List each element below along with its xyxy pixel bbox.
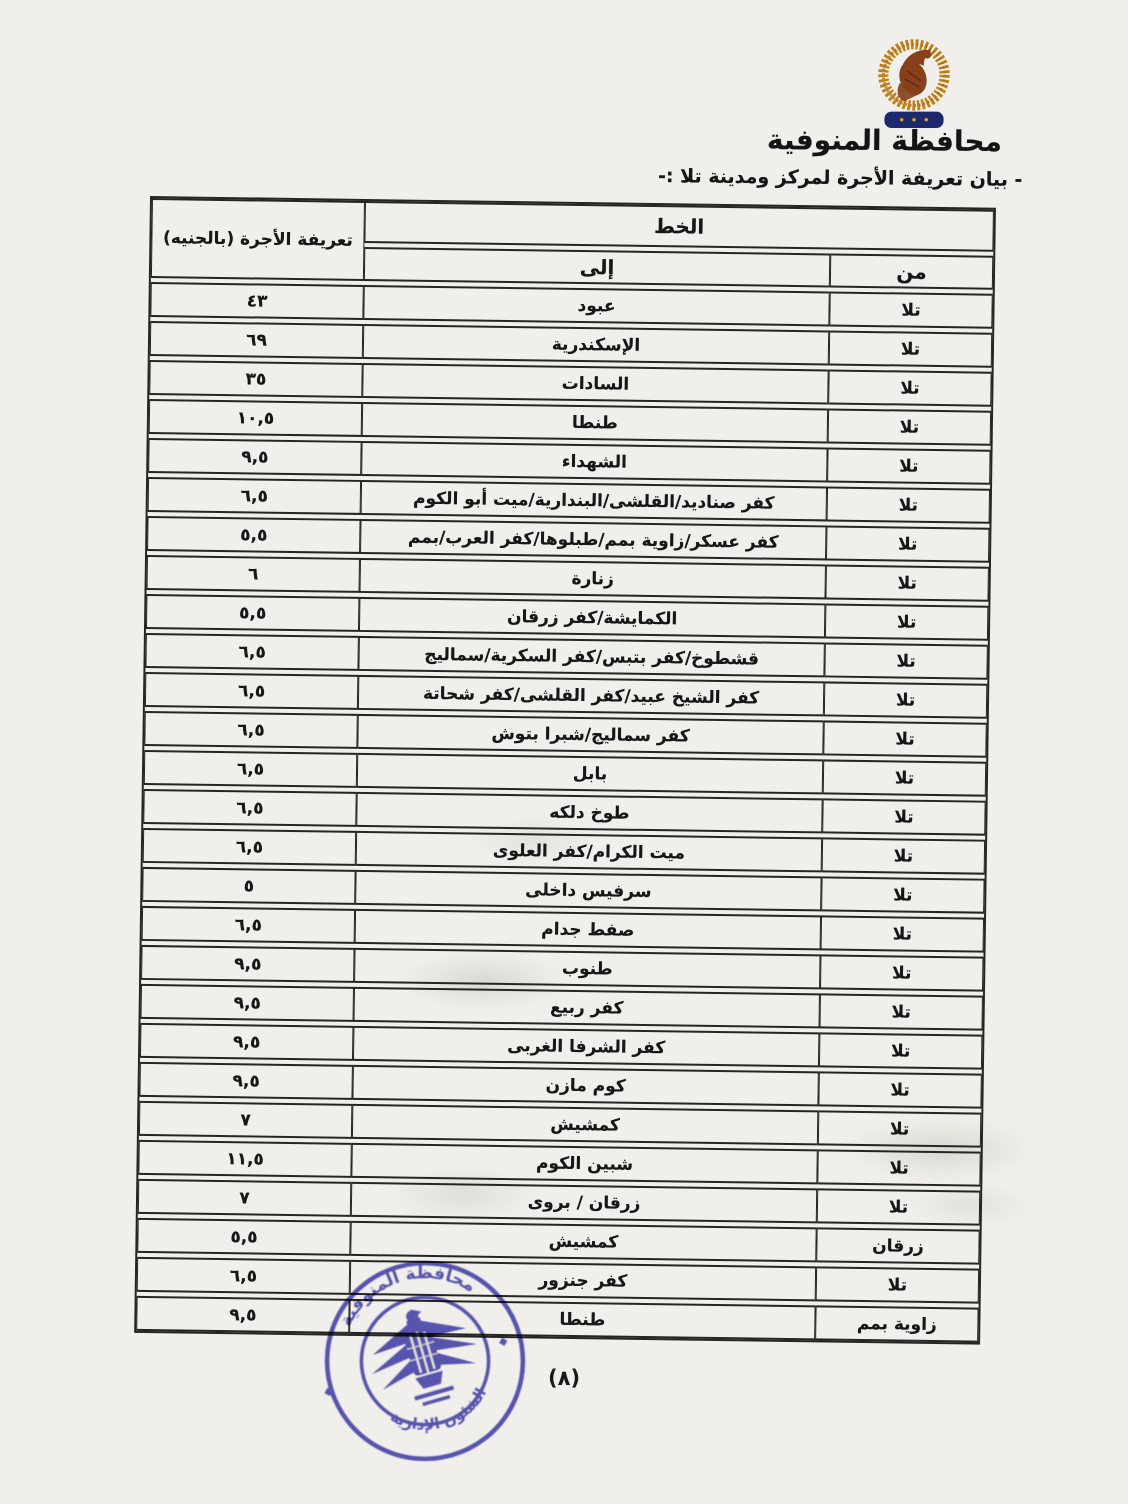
fare-table-container: الخط تعريفة الأجرة (بالجنيه) من إلى تلا … [134, 195, 996, 1345]
route-from-cell: تلا [820, 915, 985, 953]
route-to-cell: زنارة [359, 557, 826, 600]
route-from-cell: تلا [825, 564, 989, 602]
route-fare-cell: ٥ [142, 866, 356, 905]
route-from-cell: تلا [823, 720, 987, 758]
route-from-cell: تلا [828, 330, 993, 368]
route-to-cell: كوم مازن [352, 1064, 819, 1107]
route-to-cell: طنطا [349, 1298, 816, 1341]
route-from-cell: تلا [828, 369, 992, 407]
route-from-cell: تلا [822, 798, 986, 836]
route-fare-cell: ٦,٥ [143, 749, 358, 788]
route-to-cell: الشهداء [361, 440, 828, 483]
route-fare-cell: ٩,٥ [136, 1295, 350, 1334]
route-from-cell: تلا [821, 837, 986, 875]
header-from: من [829, 253, 994, 290]
route-fare-cell: ٩,٥ [140, 983, 355, 1022]
route-from-cell: تلا [823, 681, 988, 719]
route-to-cell: زرقان / بروى [350, 1181, 818, 1224]
route-from-cell: تلا [821, 876, 985, 914]
route-to-cell: طنوب [354, 947, 821, 990]
route-fare-cell: ٧ [138, 1100, 353, 1139]
route-fare-cell: ١١,٥ [138, 1139, 352, 1178]
route-fare-cell: ٦,٥ [143, 788, 357, 827]
route-fare-cell: ٦,٥ [145, 632, 359, 671]
route-to-cell: ميت الكرام/كفر العلوى [355, 830, 823, 873]
route-fare-cell: ٩,٥ [148, 437, 362, 476]
route-to-cell: كفر ربيع [353, 986, 820, 1029]
route-from-cell: تلا [822, 759, 987, 797]
governorate-emblem-icon [868, 30, 960, 130]
route-fare-cell: ٦,٥ [142, 827, 357, 866]
route-to-cell: شبين الكوم [351, 1142, 818, 1185]
route-to-cell: صفط جدام [354, 908, 822, 951]
route-to-cell: طوخ دلكه [356, 791, 823, 834]
header-fare: تعريفة الأجرة (بالجنيه) [150, 198, 365, 281]
route-to-cell: بابل [356, 752, 824, 795]
route-to-cell: كمشيش [350, 1220, 817, 1263]
route-to-cell: سرفيس داخلى [355, 869, 822, 912]
route-fare-cell: ٦,٥ [141, 905, 356, 944]
route-fare-cell: ٦٩ [149, 320, 364, 359]
route-to-cell: كفر عسكر/زاوية بمم/طبلوها/كفر العرب/بمم [360, 518, 827, 561]
header-line: الخط [364, 200, 994, 252]
route-from-cell: تلا [826, 486, 991, 524]
route-to-cell: كفر جنزور [349, 1259, 817, 1302]
route-fare-cell: ٩,٥ [141, 944, 355, 983]
route-fare-cell: ٩,٥ [139, 1022, 354, 1061]
route-fare-cell: ٦,٥ [144, 671, 359, 710]
header-to: إلى [363, 246, 831, 288]
route-to-cell: كفر الشيخ عبيد/كفر القلشى/كفر شحاتة [357, 674, 825, 717]
fare-table: الخط تعريفة الأجرة (بالجنيه) من إلى تلا … [134, 195, 996, 1345]
route-fare-cell: ٧ [137, 1178, 352, 1217]
route-from-cell: تلا [827, 408, 992, 446]
route-fare-cell: ٥,٥ [145, 593, 360, 632]
route-fare-cell: ٣٥ [149, 359, 363, 398]
route-from-cell: تلا [820, 954, 984, 992]
route-fare-cell: ٥,٥ [147, 515, 361, 554]
route-from-cell: تلا [826, 525, 990, 563]
route-to-cell: كفر صناديد/القلشى/البندارية/ميت أبو الكو… [360, 479, 828, 522]
route-to-cell: كفر سماليج/شبرا بتوش [357, 713, 824, 756]
route-from-cell: تلا [816, 1188, 981, 1226]
route-from-cell: تلا [829, 291, 993, 329]
page-title: محافظة المنوفية [766, 122, 1003, 159]
route-fare-cell: ٤٣ [150, 281, 364, 320]
route-to-cell: طنطا [361, 401, 829, 444]
page-number: (٨) [548, 1366, 581, 1390]
route-to-cell: الكمايشة/كفر زرقان [358, 596, 826, 639]
route-fare-cell: ٩,٥ [139, 1061, 353, 1100]
route-to-cell: قشطوخ/كفر بتبس/كفر السكرية/سماليج [358, 635, 825, 678]
stamp-bottom-text: الشئون الإدارية [384, 1381, 497, 1445]
route-fare-cell: ١٠,٥ [148, 398, 363, 437]
route-to-cell: الإسكندرية [362, 323, 830, 366]
route-fare-cell: ٦ [146, 554, 360, 593]
route-fare-cell: ٥,٥ [137, 1217, 351, 1256]
document-subtitle: - بيان تعريفة الأجرة لمركز ومدينة تلا :- [657, 165, 1023, 191]
route-from-cell: تلا [818, 1032, 983, 1070]
route-to-cell: كفر الشرفا الغربى [352, 1025, 820, 1068]
route-from-cell: زاوية بمم [815, 1305, 979, 1343]
route-from-cell: تلا [824, 603, 989, 641]
route-from-cell: تلا [824, 642, 988, 680]
route-from-cell: تلا [817, 1110, 982, 1148]
route-to-cell: كمشيش [351, 1103, 819, 1146]
route-to-cell: عبود [363, 284, 830, 327]
route-fare-cell: ٦,٥ [144, 710, 358, 749]
route-from-cell: تلا [818, 1071, 982, 1109]
route-fare-cell: ٦,٥ [136, 1256, 351, 1295]
svg-text:◆: ◆ [323, 1384, 335, 1399]
route-to-cell: السادات [362, 362, 829, 405]
route-fare-cell: ٦,٥ [147, 476, 362, 515]
route-from-cell: تلا [815, 1266, 980, 1304]
route-from-cell: تلا [827, 447, 991, 485]
route-from-cell: تلا [819, 993, 983, 1031]
route-from-cell: تلا [817, 1149, 981, 1187]
route-from-cell: زرقان [816, 1227, 980, 1265]
svg-text:الشئون الإدارية: الشئون الإدارية [384, 1381, 497, 1445]
